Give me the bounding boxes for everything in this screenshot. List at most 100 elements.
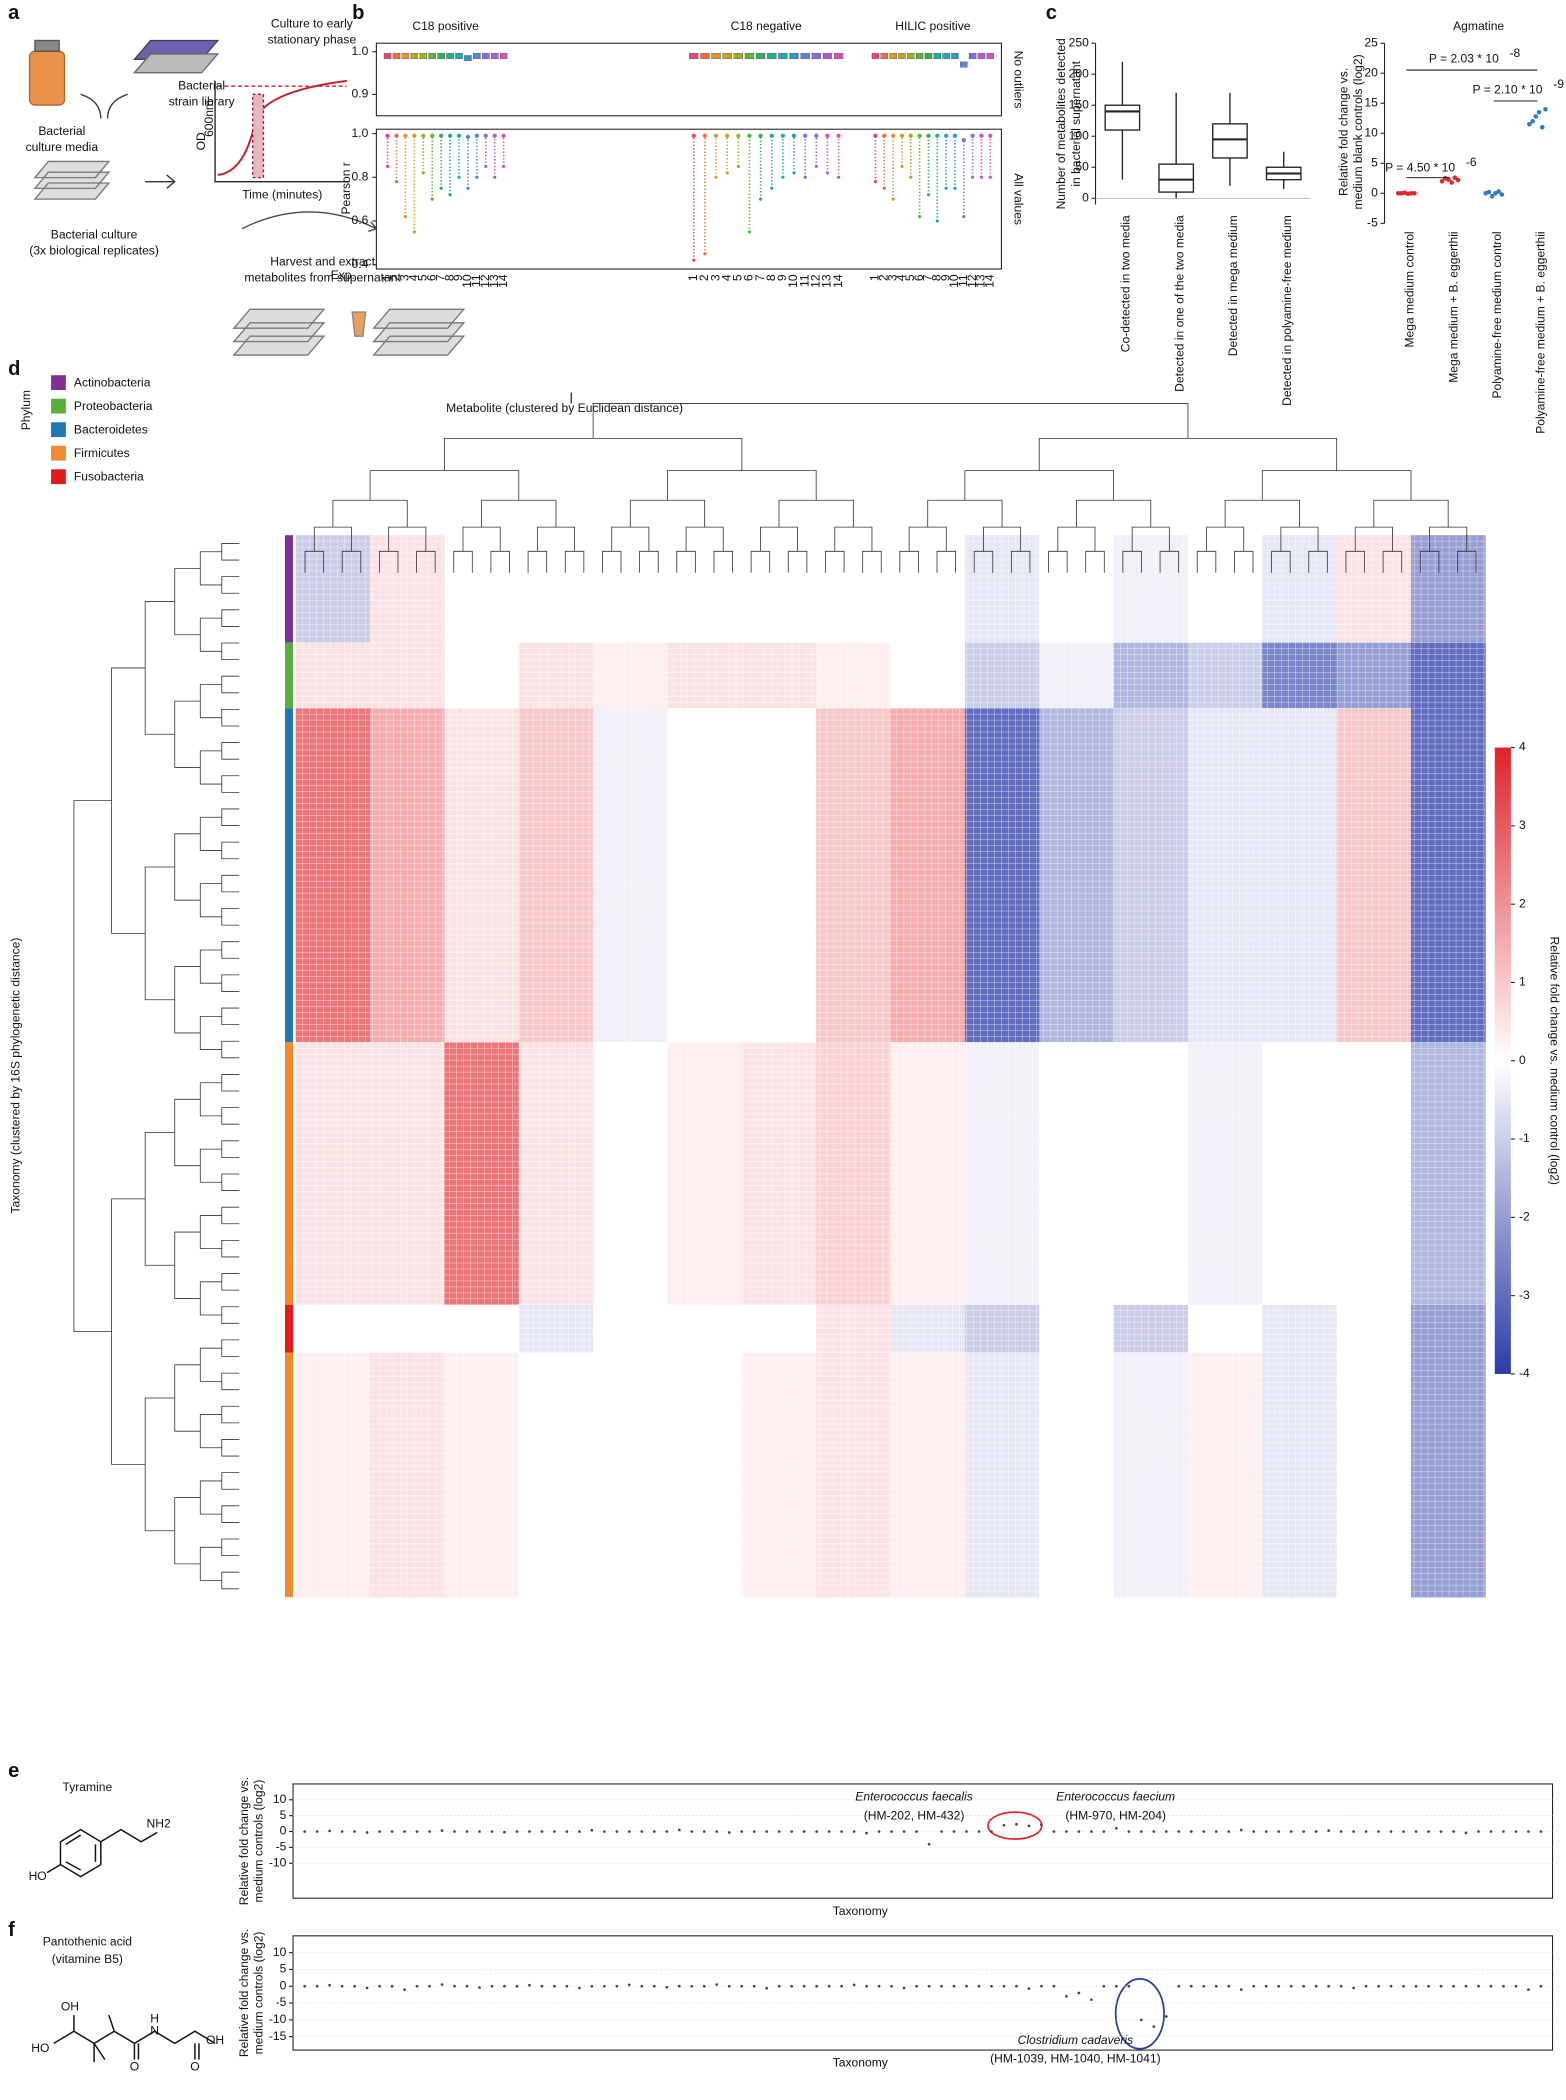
y-tick-label: 0.6: [352, 213, 369, 227]
point: [1065, 1830, 1068, 1833]
dendrogram: [304, 550, 325, 573]
panel-label: c: [1046, 2, 1057, 24]
point: [578, 1986, 581, 1990]
tube-icon: [351, 311, 367, 337]
point: [1052, 1984, 1056, 1988]
point: [865, 1831, 868, 1835]
median-point: [736, 133, 741, 138]
point: [1164, 2015, 1168, 2018]
dendrogram: [111, 667, 146, 934]
dendrogram: [444, 437, 743, 471]
point: [1252, 1984, 1256, 1988]
colorbar-tick-label: 2: [1519, 896, 1526, 910]
point: [702, 1830, 706, 1833]
dendrogram: [221, 1140, 240, 1158]
point: [1239, 1828, 1243, 1832]
point: [578, 1830, 581, 1833]
dendrogram: [221, 1538, 240, 1557]
median-point: [769, 133, 774, 138]
point: [328, 1829, 331, 1833]
median-box: [880, 53, 889, 59]
dendrogram: [199, 1015, 222, 1050]
y-axis-label: Pearson r: [339, 162, 353, 214]
point: [353, 1984, 356, 1988]
dendrogram: [1010, 550, 1031, 573]
point: [1177, 1984, 1181, 1988]
point: [915, 1830, 918, 1833]
point: [565, 1984, 569, 1988]
step-label: Bacterial culture: [51, 228, 138, 242]
median-box: [410, 53, 419, 59]
median-box: [744, 53, 755, 59]
legend-label: Proteobacteria: [74, 399, 153, 413]
x-tick-label: Co-detected in two media: [1119, 215, 1133, 352]
plate-stack: [372, 308, 466, 356]
dendrogram: [174, 700, 201, 768]
low-point: [979, 175, 984, 179]
x-tick-label: Detected in mega medium: [1226, 215, 1240, 356]
panel-label: a: [8, 2, 20, 24]
x-tick-label: 10: [947, 274, 961, 288]
point: [927, 1984, 931, 1988]
heatmap-cell: [816, 1352, 891, 1598]
point: [1152, 2025, 1156, 2028]
heatmap-title: Metabolite (clustered by Euclidean dista…: [446, 401, 683, 415]
heatmap-cell: [518, 1352, 594, 1598]
dendrogram: [221, 1206, 240, 1225]
point: [1449, 180, 1454, 185]
heatmap-cell: [1039, 1304, 1114, 1353]
median-box: [871, 53, 880, 59]
heatmap-cell: [593, 1042, 668, 1306]
point: [540, 1830, 544, 1833]
x-tick-label: 5: [903, 274, 917, 281]
median-box: [722, 53, 732, 59]
dendrogram: [908, 526, 947, 552]
point: [1402, 1830, 1405, 1833]
dendrogram: [199, 684, 222, 719]
point: [603, 1830, 606, 1833]
low-point: [781, 175, 785, 179]
annotation-name: Enterococcus faecalis: [855, 1790, 972, 1804]
point: [965, 1830, 968, 1833]
step-label: Bacterial: [38, 124, 85, 138]
heatmap-cell: [964, 708, 1040, 1043]
point: [1539, 1830, 1543, 1833]
dendrogram: [221, 775, 240, 793]
point: [515, 1830, 519, 1833]
point: [1277, 1984, 1281, 1988]
colorbar-tick-label: -3: [1519, 1288, 1530, 1302]
point: [390, 1984, 394, 1988]
heatmap-cell: [1262, 1352, 1338, 1598]
p-value: P = 2.10 * 10: [1473, 82, 1543, 96]
point: [1543, 106, 1548, 112]
point: [1002, 1984, 1006, 1988]
point: [877, 1830, 881, 1833]
dendrogram: [199, 551, 222, 586]
x-axis-label: Exp.: [331, 268, 355, 282]
point: [1115, 1984, 1118, 1988]
x-tick-label: 8: [442, 274, 456, 281]
y-tick-label: 5: [280, 1962, 287, 1976]
x-tick-label: Polyamine-free medium control: [1490, 231, 1504, 398]
point: [1139, 2018, 1143, 2022]
dendrogram: [1271, 550, 1291, 573]
point: [1102, 1984, 1106, 1988]
dendrogram: [174, 1231, 201, 1299]
y-tick-label: 25: [1364, 35, 1378, 49]
heatmap-cell: [890, 642, 966, 709]
median-box: [778, 53, 788, 59]
dendrogram: [221, 1472, 240, 1490]
step-label: metabolites from supernatant: [244, 271, 401, 285]
group-title: C18 negative: [731, 19, 802, 33]
dendrogram: [221, 841, 240, 860]
step-label: (3x biological replicates): [29, 244, 159, 258]
legend-label: Bacteroidetes: [74, 423, 148, 437]
dendrogram: [490, 550, 510, 573]
phylum-strip: [284, 642, 294, 709]
panel-label: f: [8, 1919, 15, 1941]
atom-label: HO: [29, 1869, 47, 1883]
point: [1502, 1830, 1505, 1833]
point: [1027, 1824, 1031, 1828]
median-point: [970, 133, 975, 138]
point: [1477, 1830, 1480, 1833]
